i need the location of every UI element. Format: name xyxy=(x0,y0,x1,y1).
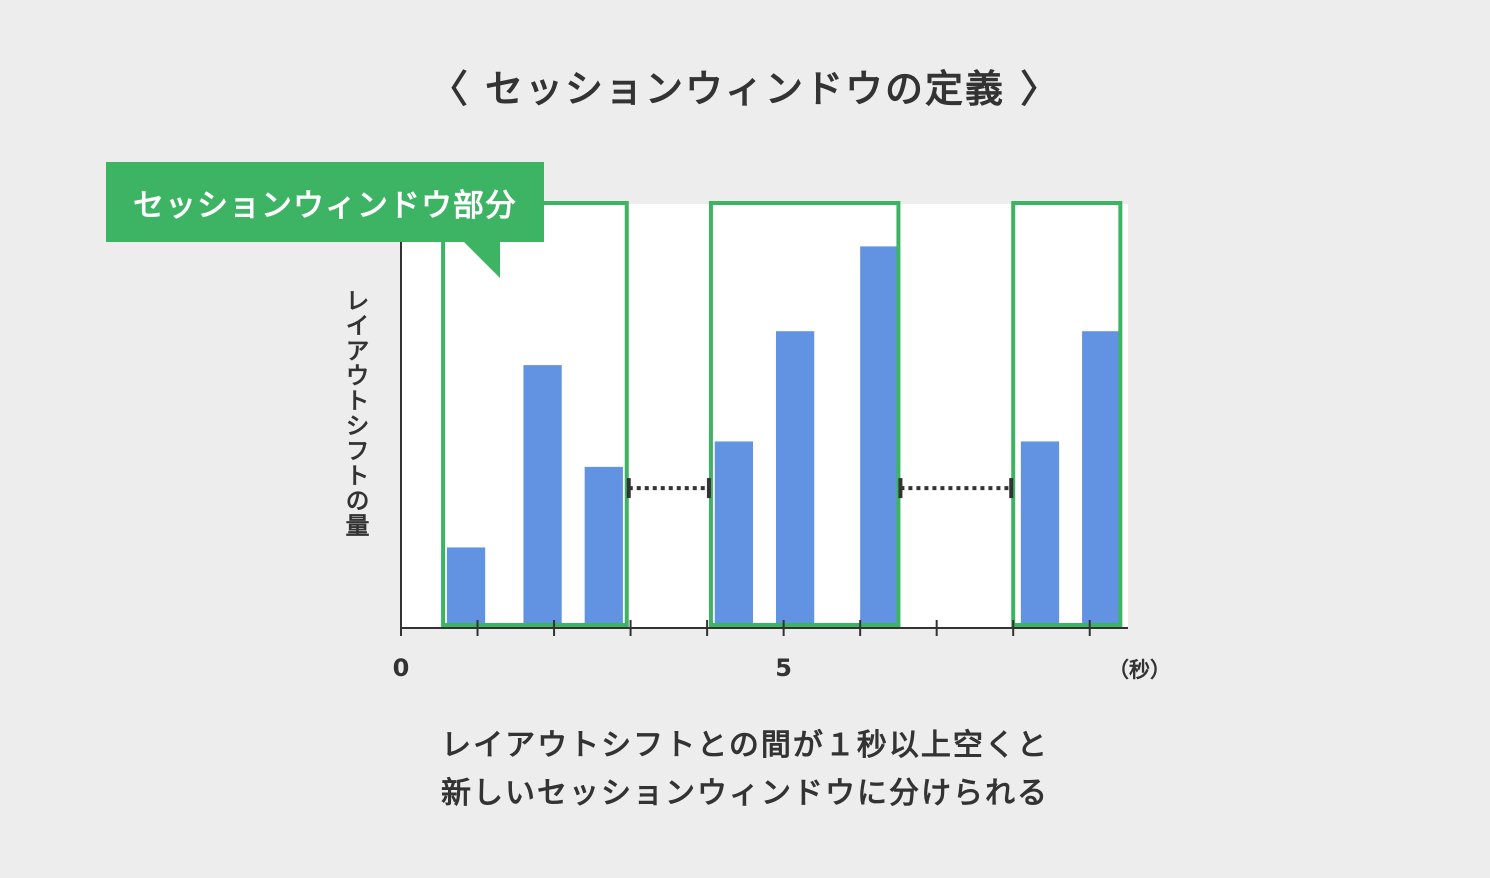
bar-4 xyxy=(714,441,754,628)
bar-7 xyxy=(1020,441,1060,628)
bar-6 xyxy=(860,246,899,628)
page-title: 〈 セッションウィンドウの定義 〉 xyxy=(429,67,1061,111)
gap-markers xyxy=(626,478,1014,499)
bar-5 xyxy=(775,331,815,628)
caption-line-1: レイアウトシフトとの間が１秒以上空くと xyxy=(441,728,1049,763)
x-tick-label-5: 5 xyxy=(775,654,792,682)
bar-1 xyxy=(446,547,486,628)
bar-2 xyxy=(523,365,562,628)
x-ticks xyxy=(400,620,1091,636)
plot-area xyxy=(401,204,1128,628)
session-window-2 xyxy=(708,201,901,627)
caption-line-2: 新しいセッションウィンドウに分けられる xyxy=(441,776,1049,811)
caption: レイアウトシフトとの間が１秒以上空くと 新しいセッションウィンドウに分けられる xyxy=(0,722,1490,818)
session-window-3 xyxy=(1011,201,1123,627)
x-tick-label-0: 0 xyxy=(392,654,410,682)
bar-8 xyxy=(1082,331,1121,628)
y-axis-label: レイアウトシフトの量 xyxy=(341,288,369,538)
callout-pointer xyxy=(460,238,500,278)
x-axis-unit: （秒） xyxy=(1108,658,1171,682)
session-window-callout: セッションウィンドウ部分 xyxy=(106,162,544,242)
bars xyxy=(446,246,1121,628)
bar-3 xyxy=(584,466,623,628)
